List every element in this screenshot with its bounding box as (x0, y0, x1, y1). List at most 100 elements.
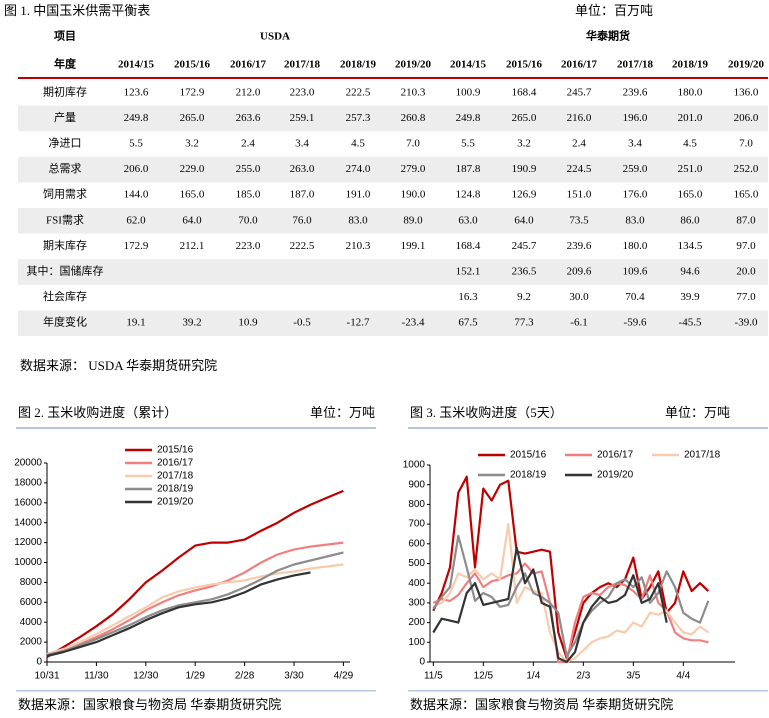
cell: 190.0 (401, 189, 426, 201)
row-label: 年度变化 (43, 315, 87, 329)
cell: 165.0 (180, 189, 205, 201)
y-tick-label: 20000 (14, 458, 42, 469)
title-rule (408, 427, 768, 429)
y-tick-label: 16000 (14, 497, 42, 508)
cell: 30.0 (569, 291, 589, 303)
cell: 109.6 (623, 266, 648, 278)
series-line (46, 489, 344, 658)
year-header: 2016/17 (561, 59, 598, 71)
chart-title: 图 3. 玉米收购进度（5天） (410, 405, 563, 420)
series-line (46, 571, 311, 658)
year-header: 2018/19 (340, 59, 377, 71)
cell: 260.8 (401, 112, 426, 124)
cell: 7.0 (739, 138, 753, 150)
series-line (46, 541, 344, 656)
header-item: 项目 (54, 30, 76, 43)
row-label: 其中：国储库存 (27, 264, 104, 278)
cell: 279.0 (401, 163, 426, 175)
x-tick-label: 4/29 (334, 671, 354, 682)
cell: 223.0 (290, 86, 315, 98)
y-tick-label: 0 (419, 657, 425, 668)
cell: 89.0 (403, 214, 423, 226)
y-tick-label: 12000 (14, 537, 42, 548)
cell: 252.0 (734, 163, 759, 175)
cell: 172.9 (180, 86, 205, 98)
series-line (46, 563, 344, 656)
title-rule (16, 427, 376, 429)
series-line (432, 475, 710, 660)
cell: 249.8 (456, 112, 481, 124)
header-usda: USDA (260, 31, 290, 43)
y-tick-label: 1000 (403, 460, 426, 471)
year-header: 2019/20 (728, 59, 765, 71)
row-band (18, 105, 768, 132)
legend-label: 2017/18 (684, 450, 721, 461)
cell: 274.0 (346, 163, 371, 175)
cell: 185.0 (236, 189, 261, 201)
source-rule (408, 690, 768, 692)
year-header: 2015/16 (174, 59, 211, 71)
cell: 151.0 (567, 189, 592, 201)
cell: 263.6 (236, 112, 261, 124)
header-huatai: 华泰期货 (586, 29, 630, 43)
cell: 7.0 (406, 138, 420, 150)
legend-label: 2019/20 (597, 470, 634, 481)
x-tick-label: 11/5 (424, 671, 443, 682)
cell: 236.5 (512, 266, 537, 278)
cell: 77.0 (736, 291, 756, 303)
y-tick-label: 8000 (20, 577, 43, 588)
cell: 180.0 (623, 240, 648, 252)
cell: 216.0 (567, 112, 592, 124)
row-label: 净进口 (49, 136, 82, 150)
x-tick-label: 2/28 (235, 671, 255, 682)
table-unit: 单位：百万吨 (575, 3, 653, 18)
cell: 206.0 (124, 163, 149, 175)
cell: 97.0 (736, 240, 756, 252)
legend-label: 2018/19 (157, 484, 194, 495)
row-label: 饲用需求 (43, 188, 87, 201)
cell: 63.0 (458, 214, 478, 226)
cell: 222.5 (290, 240, 315, 252)
legend-label: 2016/17 (597, 450, 634, 461)
row-label: 总需求 (49, 161, 82, 175)
y-tick-label: 6000 (20, 597, 43, 608)
cell: 2.4 (572, 138, 586, 150)
cell: 2.4 (241, 138, 255, 150)
cell: -0.5 (293, 317, 311, 329)
cell: 222.5 (346, 86, 371, 98)
legend-label: 2015/16 (157, 445, 194, 456)
table-title: 图 1. 中国玉米供需平衡表 (4, 3, 150, 18)
row-band (18, 208, 768, 234)
cell: 199.1 (401, 240, 426, 252)
cell: 263.0 (290, 163, 315, 175)
cell: 3.4 (628, 138, 642, 150)
y-tick-label: 10000 (14, 557, 42, 568)
cell: 67.5 (458, 317, 478, 329)
year-header: 2019/20 (395, 59, 432, 71)
cell: 62.0 (126, 214, 146, 226)
cell: 144.0 (124, 189, 149, 201)
cell: 39.2 (182, 317, 201, 329)
cell: 223.0 (236, 240, 261, 252)
cell: 168.4 (512, 86, 537, 98)
year-header: 2016/17 (230, 59, 267, 71)
year-header: 2017/18 (617, 59, 654, 71)
cell: 172.9 (124, 240, 149, 252)
chart-title: 图 2. 玉米收购进度（累计） (18, 405, 177, 420)
cell: 77.3 (514, 317, 534, 329)
cell: 5.5 (129, 138, 143, 150)
legend-label: 2017/18 (157, 471, 194, 482)
chart-unit: 单位：万吨 (665, 405, 730, 420)
y-tick-label: 200 (408, 617, 425, 628)
header-rule (18, 77, 768, 79)
cell: 259.0 (623, 163, 648, 175)
legend-label: 2019/20 (157, 497, 194, 508)
cell: 94.6 (680, 266, 700, 278)
cell: 73.5 (569, 214, 589, 226)
cell: 239.6 (623, 86, 648, 98)
cell: 123.6 (124, 86, 149, 98)
series-line (432, 523, 709, 664)
legend-label: 2018/19 (510, 470, 547, 481)
cell: 209.6 (567, 266, 592, 278)
